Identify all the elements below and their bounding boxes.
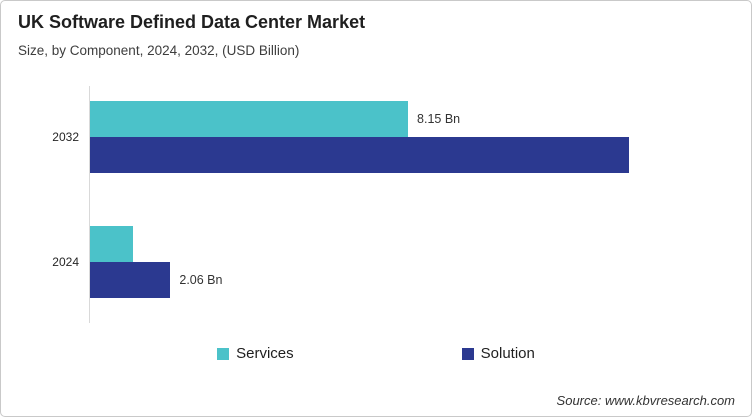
legend: Services Solution xyxy=(1,345,751,362)
bar-row-solution-2032 xyxy=(90,137,730,173)
y-axis-tick-2024: 2024 xyxy=(52,255,79,269)
bar-group-2032: 2032 8.15 Bn xyxy=(52,101,730,173)
legend-swatch-services xyxy=(217,347,230,360)
bar-services-2032 xyxy=(90,101,409,137)
bar-row-services-2032: 8.15 Bn xyxy=(90,101,730,137)
bar-solution-2024 xyxy=(90,262,171,298)
bar-solution-2032 xyxy=(90,137,629,173)
legend-item-services: Services xyxy=(217,345,294,362)
source-attribution: Source: www.kbvresearch.com xyxy=(556,393,735,408)
plot-area: 2032 8.15 Bn 2024 2.06 Bn xyxy=(52,86,730,323)
legend-swatch-solution xyxy=(461,347,474,360)
bar-group-2024: 2024 2.06 Bn xyxy=(52,226,730,298)
bar-row-services-2024 xyxy=(90,226,730,262)
legend-label-solution: Solution xyxy=(480,345,535,362)
data-label-services-2032: 8.15 Bn xyxy=(417,112,461,126)
legend-label-services: Services xyxy=(236,345,294,362)
data-label-solution-2024: 2.06 Bn xyxy=(179,273,223,287)
bar-services-2024 xyxy=(90,226,133,262)
legend-item-solution: Solution xyxy=(461,345,535,362)
y-axis-tick-2032: 2032 xyxy=(52,130,79,144)
chart-subtitle: Size, by Component, 2024, 2032, (USD Bil… xyxy=(18,43,300,58)
chart-title: UK Software Defined Data Center Market xyxy=(18,12,366,32)
bar-row-solution-2024: 2.06 Bn xyxy=(90,262,730,298)
